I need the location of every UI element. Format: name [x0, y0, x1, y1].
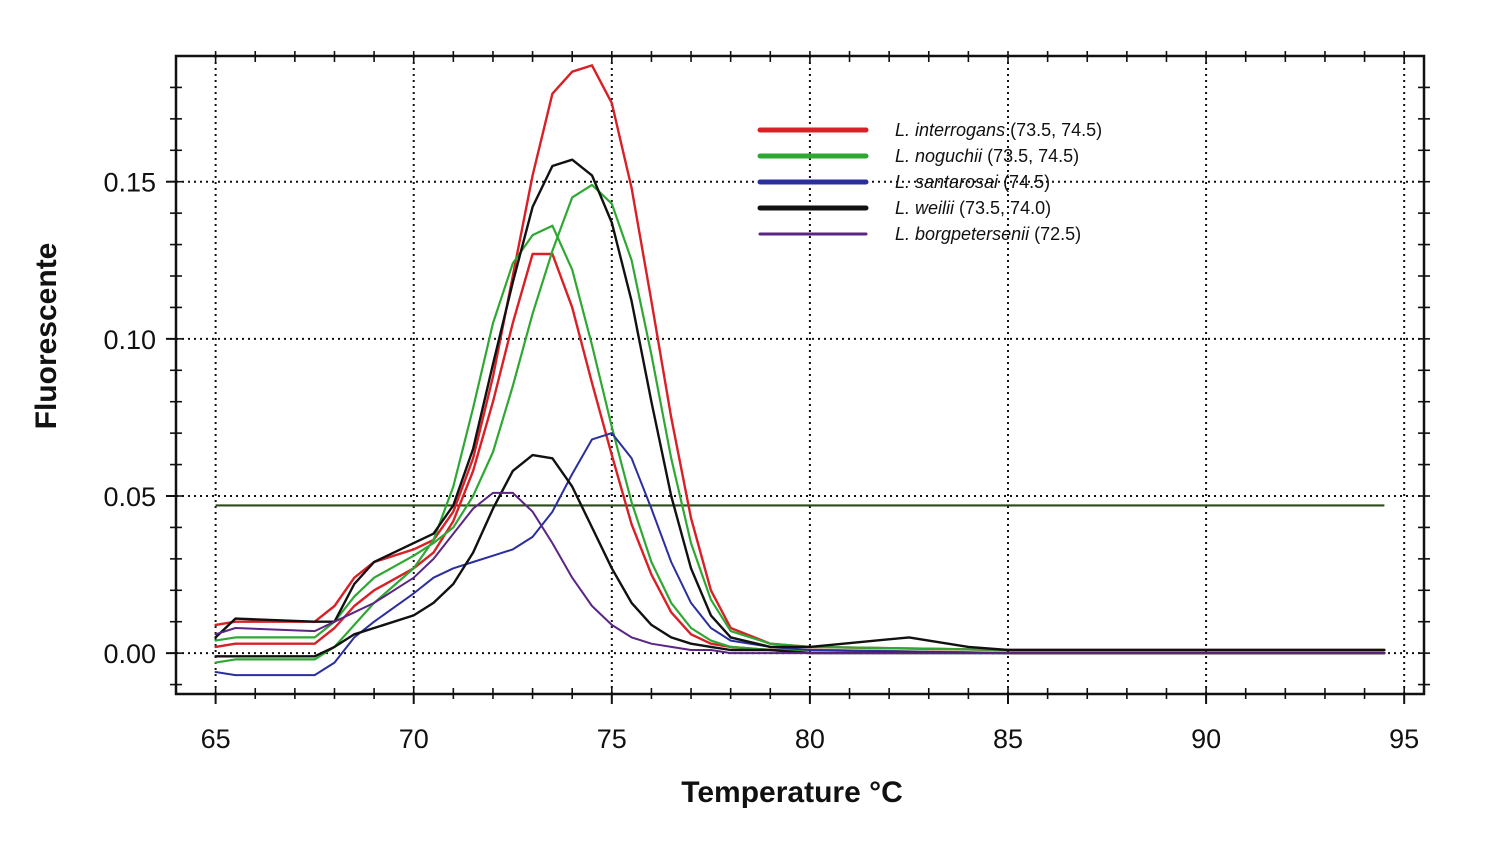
x-tick-label-2: 75	[597, 724, 627, 754]
legend-label-species-0: L. interrogans	[895, 120, 1005, 140]
legend-label-species-3: L. weilii	[895, 198, 955, 218]
series-layer	[214, 64, 1386, 677]
legend-label-4: L. borgpetersenii (72.5)	[895, 224, 1081, 244]
minor-ticks	[170, 51, 1430, 699]
x-tick-label-5: 90	[1191, 724, 1221, 754]
x-tick-label-3: 80	[795, 724, 825, 754]
x-axis-title: Temperature °C	[681, 776, 903, 809]
y-tick-label-0: 0.00	[103, 639, 156, 669]
legend-label-tm-2: (74.5)	[998, 172, 1050, 192]
series-line-2-0	[214, 432, 1386, 677]
y-tick-label-1: 0.05	[103, 482, 156, 512]
series-line-1-1	[214, 183, 1386, 652]
series-line-4-0	[214, 491, 1386, 655]
series-line-3-1	[214, 453, 1386, 658]
y-tick-label-3: 0.15	[103, 168, 156, 198]
y-tick-labels: 0.00 0.05 0.10 0.15	[103, 168, 156, 669]
legend-label-3: L. weilii (73.5, 74.0)	[895, 198, 1051, 218]
x-tick-labels: 65 70 75 80 85 90 95	[201, 724, 1420, 754]
legend-label-species-1: L. noguchii	[895, 146, 983, 166]
legend-label-1: L. noguchii (73.5, 74.5)	[895, 146, 1079, 166]
series-line-0-1	[214, 64, 1386, 652]
legend-label-tm-1: (73.5, 74.5)	[982, 146, 1079, 166]
legend-label-species-2: L. santarosai	[895, 172, 999, 192]
legend-label-2: L. santarosai (74.5)	[895, 172, 1050, 192]
legend-label-tm-3: (73.5, 74.0)	[954, 198, 1051, 218]
series-line-1-0	[214, 224, 1386, 664]
x-tick-label-4: 85	[993, 724, 1023, 754]
x-tick-label-6: 95	[1389, 724, 1419, 754]
x-tick-label-0: 65	[201, 724, 231, 754]
legend: L. interrogans (73.5, 74.5)L. noguchii (…	[757, 120, 1102, 244]
legend-label-tm-0: (73.5, 74.5)	[1005, 120, 1102, 140]
legend-label-species-4: L. borgpetersenii	[895, 224, 1030, 244]
y-axis-title: Fluorescente	[30, 243, 63, 430]
y-tick-label-2: 0.10	[103, 325, 156, 355]
legend-label-0: L. interrogans (73.5, 74.5)	[895, 120, 1102, 140]
legend-label-tm-4: (72.5)	[1029, 224, 1081, 244]
series-line-3-0	[214, 158, 1386, 652]
x-tick-label-1: 70	[399, 724, 429, 754]
plot-frame	[174, 54, 1426, 696]
